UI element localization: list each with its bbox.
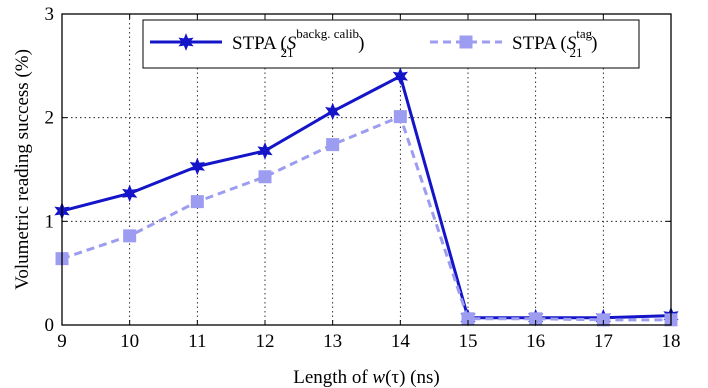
y-tick-label: 3	[45, 4, 55, 25]
x-axis-label-symbol: w	[372, 367, 385, 388]
legend-label: STPA (Stag 21)	[512, 26, 597, 60]
data-point	[257, 142, 273, 160]
legend-label: STPA (Sbackg. calib 21)	[232, 26, 364, 60]
y-tick-label: 2	[45, 108, 55, 129]
x-tick-label: 17	[594, 331, 613, 352]
y-axis-label: Volumetric reading success (%)	[12, 49, 33, 290]
x-tick-label: 10	[120, 331, 139, 352]
x-tick-label: 15	[459, 331, 478, 352]
series-2	[55, 110, 678, 327]
x-tick-label: 12	[256, 331, 275, 352]
data-point	[122, 184, 138, 203]
x-tick-label: 13	[323, 331, 342, 352]
legend: STPA (Sbackg. calib 21) STPA (Stag 21)	[142, 19, 640, 69]
data-point	[189, 157, 205, 176]
data-point	[258, 170, 272, 184]
y-tick-label: 0	[45, 315, 55, 336]
series-1	[54, 67, 679, 327]
data-point	[596, 313, 610, 327]
x-tick-label: 11	[188, 331, 206, 352]
x-tick-label: 14	[391, 331, 411, 352]
x-axis-label-prefix: Length of	[293, 367, 372, 388]
y-tick-label: 1	[45, 211, 55, 232]
x-tick-label: 18	[662, 331, 681, 352]
series-line	[61, 74, 672, 320]
legend-box	[142, 19, 640, 69]
legend-marker	[178, 33, 194, 51]
legend-item-2: STPA (Stag 21)	[430, 26, 597, 60]
data-point	[326, 138, 340, 152]
x-axis-label-arg: (τ)	[385, 367, 405, 388]
x-tick-label: 16	[526, 331, 545, 352]
x-axis-label-suffix: (ns)	[405, 367, 439, 388]
data-point	[392, 67, 408, 86]
data-point	[393, 110, 407, 124]
plot-frame	[61, 13, 672, 326]
data-point	[190, 195, 204, 209]
data-point	[123, 229, 137, 243]
x-tick-label: 9	[57, 331, 67, 352]
series-layer	[54, 67, 679, 327]
x-axis-label: Length of w(τ) (ns)	[293, 367, 439, 388]
legend-marker	[459, 35, 473, 49]
legend-item-1: STPA (Sbackg. calib 21)	[150, 26, 364, 60]
data-point	[325, 102, 341, 121]
series-line	[61, 115, 671, 322]
